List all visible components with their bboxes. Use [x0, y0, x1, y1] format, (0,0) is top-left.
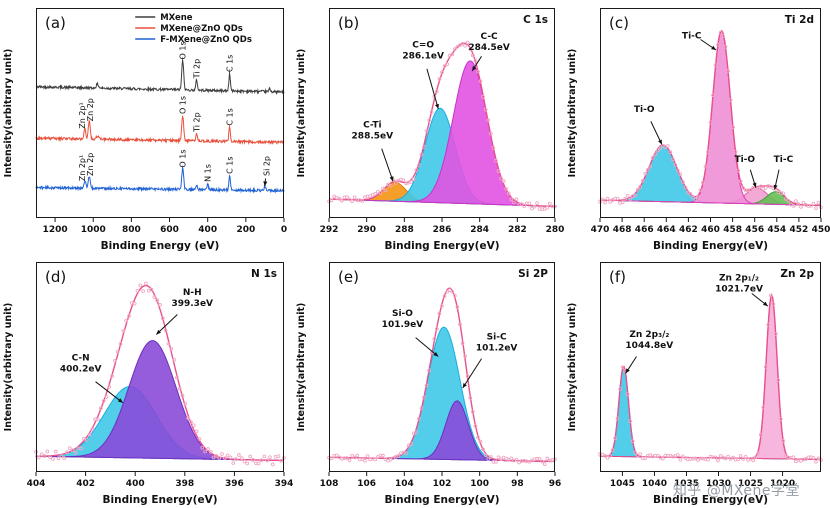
panel-b-chart — [293, 0, 564, 254]
panel-e-si2p — [293, 254, 564, 508]
watermark: 知乎 @MXene学堂 — [673, 480, 800, 500]
panel-b-c1s — [293, 0, 564, 254]
panel-a-chart — [0, 0, 293, 254]
panel-f-chart — [564, 254, 830, 508]
panel-f-zn2p — [564, 254, 830, 508]
watermark-text: 知乎 @MXene学堂 — [672, 483, 800, 499]
panel-d-n1s — [0, 254, 293, 508]
panel-a-survey — [0, 0, 293, 254]
panel-c-ti2d — [564, 0, 830, 254]
panel-c-chart — [564, 0, 830, 254]
panel-d-chart — [0, 254, 293, 508]
panel-e-chart — [293, 254, 564, 508]
